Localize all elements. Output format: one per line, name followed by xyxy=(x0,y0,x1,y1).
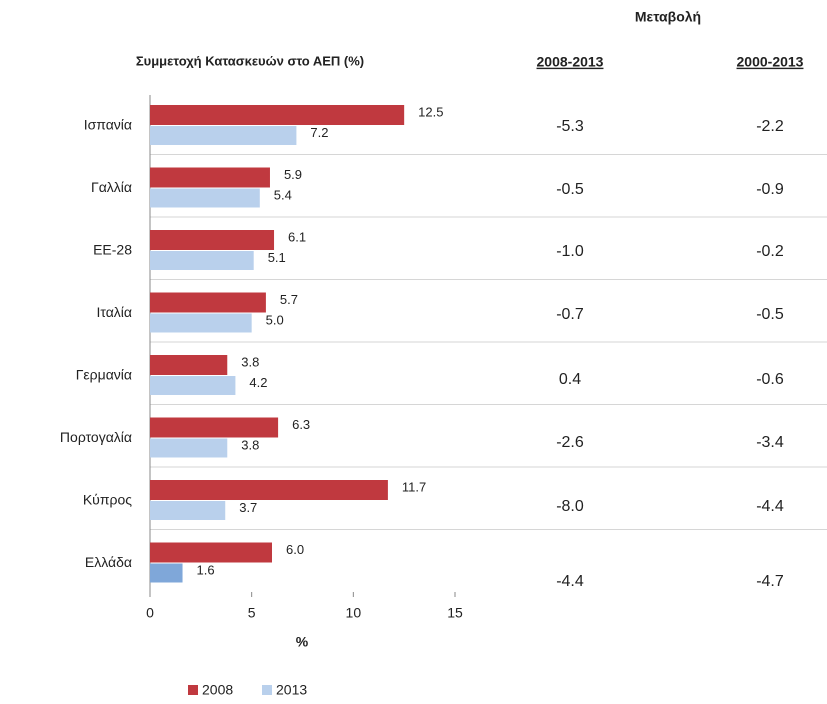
bar xyxy=(150,438,228,458)
legend-label: 2008 xyxy=(202,682,233,698)
value-label: 3.8 xyxy=(241,437,259,452)
x-axis-label: % xyxy=(296,634,309,650)
table-cell: -5.3 xyxy=(556,118,584,135)
value-label: 5.1 xyxy=(268,250,286,265)
category-label: Κύπρος xyxy=(83,492,132,508)
table-cell: -4.4 xyxy=(756,498,784,515)
bar xyxy=(150,251,254,270)
bar xyxy=(150,126,297,145)
value-label: 1.6 xyxy=(197,562,215,577)
value-label: 11.7 xyxy=(402,479,426,494)
bar xyxy=(150,542,272,563)
category-label: Γαλλία xyxy=(91,179,132,195)
x-tick-label: 0 xyxy=(146,605,154,621)
table-cell: -0.6 xyxy=(756,371,784,388)
bar xyxy=(150,313,252,333)
category-label: ΕΕ-28 xyxy=(93,242,132,258)
table-cell: -0.5 xyxy=(556,181,584,198)
table-cell: -4.4 xyxy=(556,573,584,590)
table-cell: -2.2 xyxy=(756,118,784,135)
value-label: 12.5 xyxy=(418,104,443,119)
value-label: 3.7 xyxy=(239,500,257,515)
x-tick-label: 5 xyxy=(248,605,256,621)
table-title: Μεταβολή xyxy=(635,9,701,25)
table-cell: -0.9 xyxy=(756,181,784,198)
value-label: 5.7 xyxy=(280,292,298,307)
bar xyxy=(150,501,226,520)
value-label: 6.3 xyxy=(292,417,310,432)
bar xyxy=(150,355,228,375)
bar xyxy=(150,292,266,313)
bar xyxy=(150,480,388,500)
value-label: 3.8 xyxy=(241,354,259,369)
value-label: 5.9 xyxy=(284,167,302,182)
chart-title: Συμμετοχή Κατασκευών στο ΑΕΠ (%) xyxy=(136,53,364,68)
bar xyxy=(150,167,270,188)
table-cell: -8.0 xyxy=(556,498,584,515)
legend-swatch xyxy=(188,685,198,695)
bar xyxy=(150,563,183,583)
table-cell: -4.7 xyxy=(756,573,784,590)
bar xyxy=(150,230,275,250)
value-label: 6.1 xyxy=(288,229,306,244)
legend-label: 2013 xyxy=(276,682,307,698)
table-cell: -0.5 xyxy=(756,306,784,323)
x-tick-label: 10 xyxy=(346,605,362,621)
value-label: 7.2 xyxy=(310,125,328,140)
table-cell: -1.0 xyxy=(556,243,584,260)
column-header: 2008-2013 xyxy=(537,54,604,70)
table-cell: -3.4 xyxy=(756,434,784,451)
category-label: Γερμανία xyxy=(76,367,132,383)
value-label: 4.2 xyxy=(249,375,267,390)
bar xyxy=(150,417,279,438)
category-label: Ισπανία xyxy=(84,117,132,133)
x-tick-label: 15 xyxy=(447,605,463,621)
column-header: 2000-2013 xyxy=(737,54,804,70)
category-label: Ελλάδα xyxy=(85,554,132,570)
table-cell: -0.2 xyxy=(756,243,784,260)
table-cell: -2.6 xyxy=(556,434,584,451)
value-label: 5.0 xyxy=(266,312,284,327)
category-label: Ιταλία xyxy=(96,304,132,320)
table-cell: -0.7 xyxy=(556,306,584,323)
value-label: 6.0 xyxy=(286,542,304,557)
legend-swatch xyxy=(262,685,272,695)
value-label: 5.4 xyxy=(274,187,292,202)
table-cell: 0.4 xyxy=(559,371,581,388)
bar xyxy=(150,105,405,125)
bar xyxy=(150,376,236,395)
bar xyxy=(150,188,260,208)
category-label: Πορτογαλία xyxy=(60,429,132,445)
